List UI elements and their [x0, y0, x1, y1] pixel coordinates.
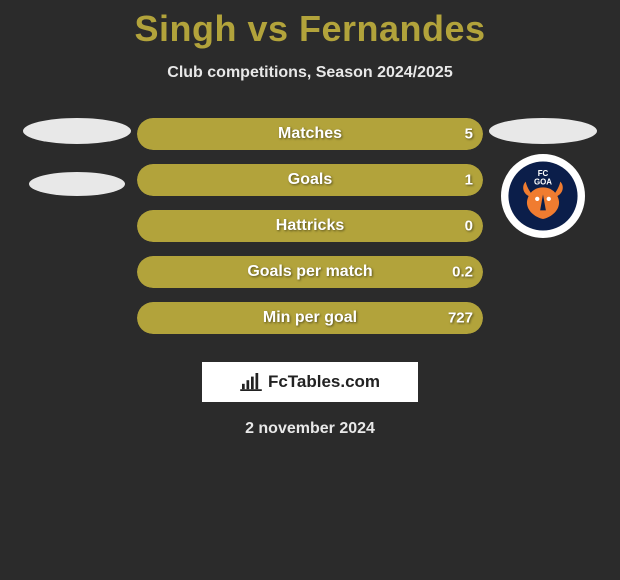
stat-label: Matches	[278, 125, 342, 143]
left-player-column	[17, 118, 137, 196]
stat-row-matches: Matches 5	[137, 118, 483, 150]
stat-right-value: 1	[465, 172, 473, 189]
page-title: Singh vs Fernandes	[0, 0, 620, 50]
svg-text:FC: FC	[538, 169, 549, 178]
fc-goa-icon: FC GOA	[507, 160, 579, 232]
stat-label: Min per goal	[263, 309, 357, 327]
stat-row-min-per-goal: Min per goal 727	[137, 302, 483, 334]
comparison-area: Matches 5 Goals 1 Hattricks 0 Goals per …	[0, 118, 620, 334]
left-club-placeholder	[29, 172, 125, 196]
stat-row-goals-per-match: Goals per match 0.2	[137, 256, 483, 288]
left-player-placeholder	[23, 118, 131, 144]
stat-label: Goals	[288, 171, 332, 189]
stat-row-goals: Goals 1	[137, 164, 483, 196]
stat-label: Goals per match	[247, 263, 372, 281]
stat-right-value: 727	[448, 310, 473, 327]
svg-text:GOA: GOA	[534, 177, 552, 186]
subtitle: Club competitions, Season 2024/2025	[0, 64, 620, 82]
attribution: FcTables.com	[202, 362, 418, 402]
stat-bars: Matches 5 Goals 1 Hattricks 0 Goals per …	[137, 118, 483, 334]
stat-row-hattricks: Hattricks 0	[137, 210, 483, 242]
right-player-placeholder	[489, 118, 597, 144]
stat-right-value: 0	[465, 218, 473, 235]
stat-label: Hattricks	[276, 217, 344, 235]
date: 2 november 2024	[0, 420, 620, 438]
attribution-text: FcTables.com	[268, 372, 380, 392]
right-player-column: FC GOA	[483, 118, 603, 238]
stat-right-value: 0.2	[452, 264, 473, 281]
right-club-badge: FC GOA	[501, 154, 585, 238]
bar-chart-icon	[240, 373, 262, 391]
stat-right-value: 5	[465, 126, 473, 143]
